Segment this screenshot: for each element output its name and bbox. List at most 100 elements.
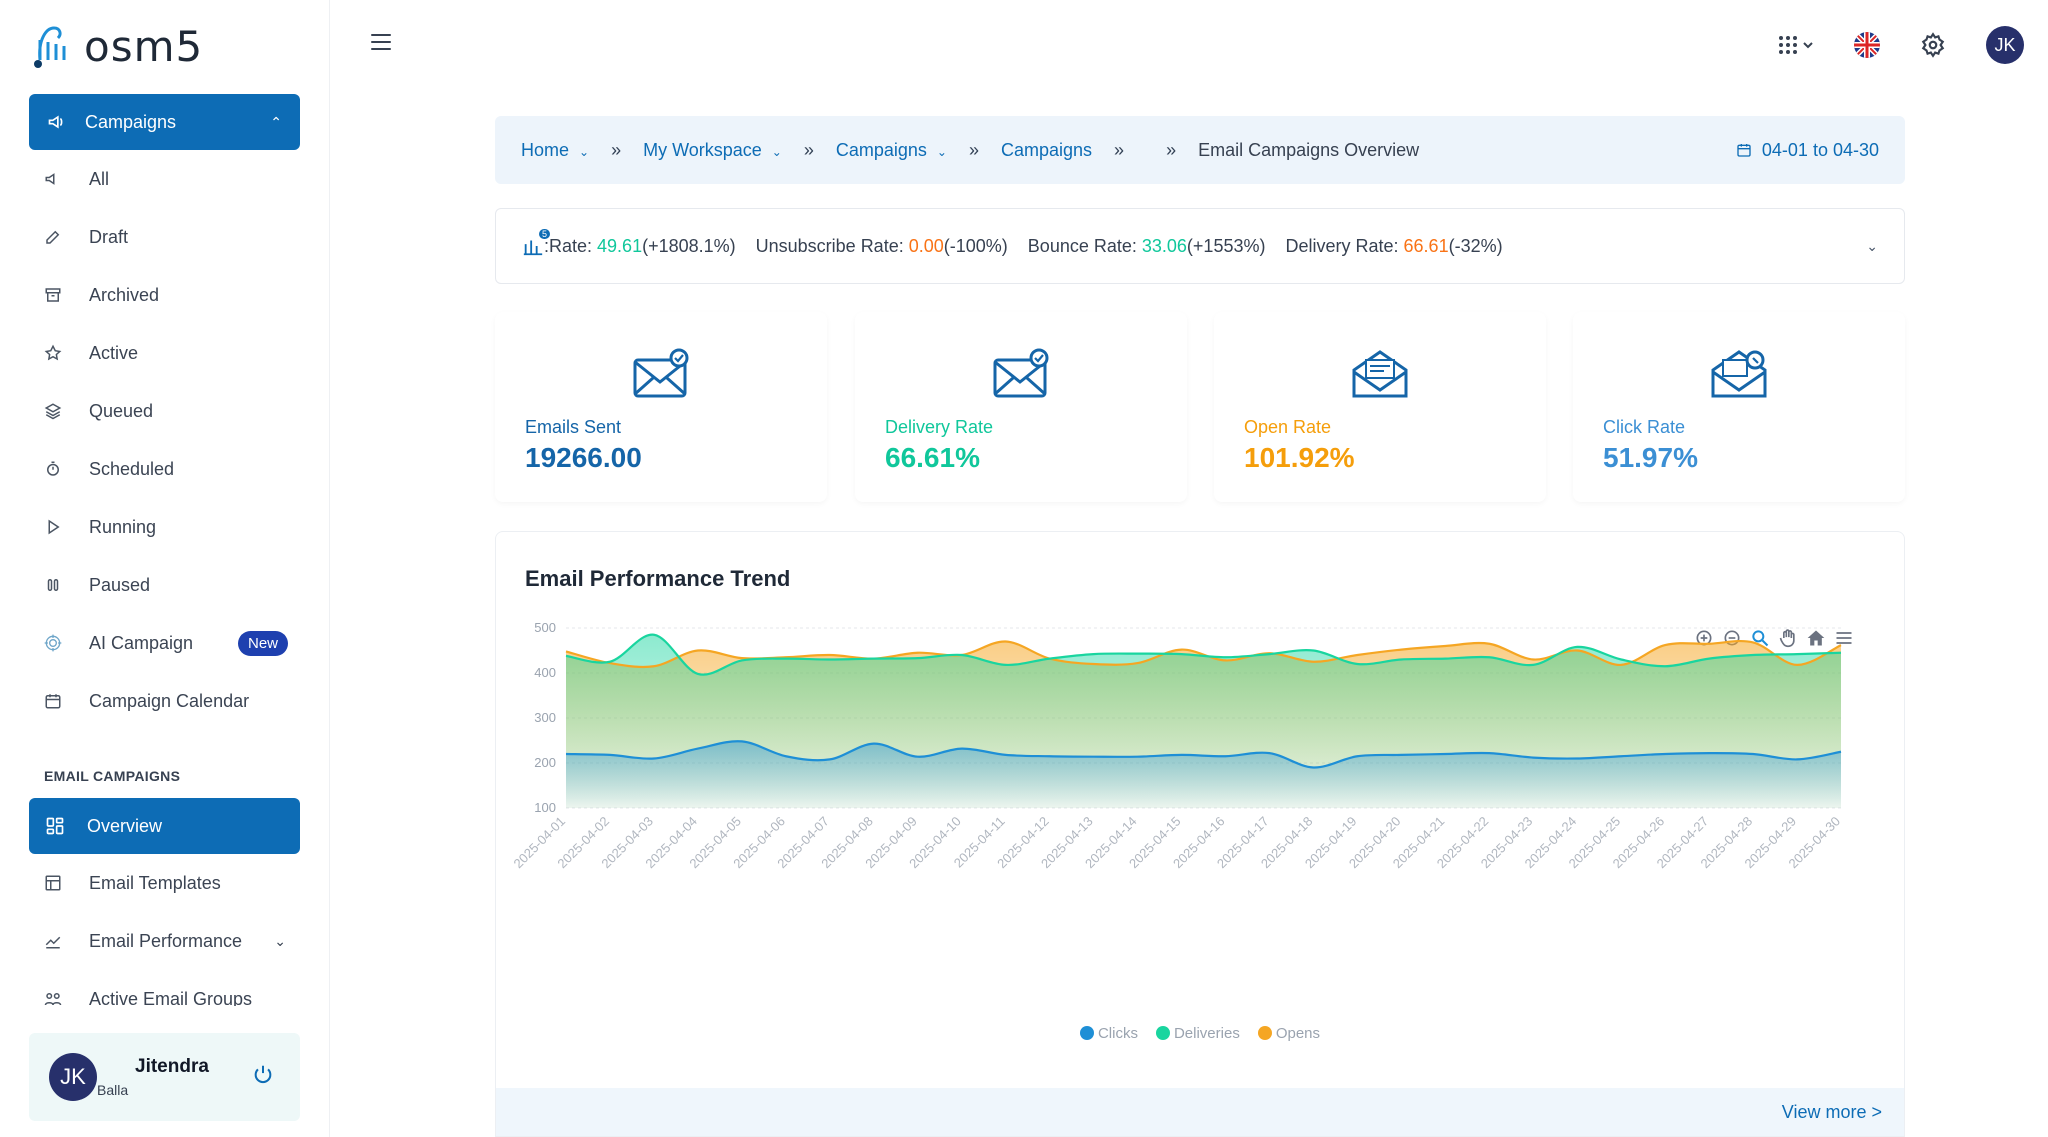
breadcrumb-current: Email Campaigns Overview: [1198, 139, 1420, 160]
user-avatar[interactable]: JK: [1986, 26, 2024, 64]
legend-swatch: [1155, 1026, 1170, 1040]
card-value: 19266.00: [525, 442, 642, 473]
chart-line-icon: [43, 931, 63, 951]
series-line-opens: [565, 639, 1842, 669]
sidebar-group-campaigns[interactable]: Campaigns ⌃: [29, 94, 300, 150]
sidebar-item-label: Running: [89, 516, 157, 537]
menu-icon[interactable]: [1834, 628, 1854, 653]
legend-item-deliveries[interactable]: Deliveries: [1155, 1025, 1240, 1042]
legend-item-opens[interactable]: Opens: [1257, 1025, 1320, 1042]
chevron-down-icon: ⌄: [579, 144, 590, 159]
sidebar-item-archived[interactable]: Archived: [29, 266, 300, 324]
click-rate-stat: :Rate: 49.61(+1808.1%): [544, 235, 736, 256]
mail-check-icon: [991, 346, 1051, 407]
uk-flag-icon[interactable]: [1854, 32, 1880, 58]
y-tick-label: 200: [534, 755, 556, 770]
pause-icon: [43, 575, 63, 595]
chart-toolbar: [1694, 628, 1854, 653]
sidebar-item-label: AI Campaign: [89, 632, 194, 653]
chart-legend: Clicks Deliveries Opens: [496, 1025, 1904, 1042]
breadcrumb-campaigns-menu[interactable]: Campaigns ⌄: [835, 139, 947, 160]
topbar-actions: JK: [1778, 26, 2024, 64]
stat-card-emails-sent[interactable]: Emails Sent 19266.00: [495, 312, 827, 502]
breadcrumb-separator: »: [1114, 139, 1125, 160]
sidebar-item-queued[interactable]: Queued: [29, 382, 300, 440]
series-line-deliveries: [565, 633, 1842, 676]
bounce-rate-stat: Bounce Rate: 33.06(+1553%): [1027, 235, 1266, 256]
sidebar-item-label: Scheduled: [89, 458, 175, 479]
sidebar-item-label: Active Email Groups: [89, 988, 253, 1007]
breadcrumb-separator: »: [611, 139, 622, 160]
performance-chart-card: Email Performance Trend 100 200 300 400 500 …: [495, 531, 1905, 1137]
calendar-icon: [1737, 144, 1751, 157]
y-tick-label: 100: [534, 800, 556, 815]
sidebar-item-active-email-groups[interactable]: Active Email Groups: [29, 970, 300, 1006]
breadcrumb-separator: »: [1166, 139, 1177, 160]
avatar[interactable]: JK: [49, 1053, 97, 1101]
user-card: JK Jitendra Balla: [29, 1033, 300, 1121]
sidebar-item-label: Overview: [87, 815, 163, 836]
card-label: Emails Sent: [525, 417, 622, 437]
y-tick-label: 300: [534, 710, 556, 725]
sidebar-item-scheduled[interactable]: Scheduled: [29, 440, 300, 498]
rates-badge: 5: [538, 229, 550, 239]
ai-icon: [43, 633, 63, 653]
home-reset-icon[interactable]: [1806, 628, 1826, 653]
sidebar-item-campaign-calendar[interactable]: Campaign Calendar: [29, 672, 300, 730]
breadcrumb-workspace[interactable]: My Workspace ⌄: [643, 139, 782, 160]
series-area-clicks: [566, 741, 1841, 808]
view-more-link[interactable]: View more >: [496, 1088, 1904, 1136]
mail-check-icon: [631, 346, 691, 407]
sidebar-item-paused[interactable]: Paused: [29, 556, 300, 614]
stat-card-open-rate[interactable]: Open Rate 101.92%: [1214, 312, 1546, 502]
stat-card-delivery-rate[interactable]: Delivery Rate 66.61%: [855, 312, 1187, 502]
date-range-picker[interactable]: 04-01 to 04-30: [1736, 140, 1879, 161]
sidebar-item-email-templates[interactable]: Email Templates: [29, 854, 300, 912]
sidebar-item-overview[interactable]: Overview: [29, 798, 300, 854]
search-zoom-icon[interactable]: [1750, 628, 1770, 653]
series-line-clicks: [565, 740, 1842, 769]
sidebar-item-draft[interactable]: Draft: [29, 208, 300, 266]
section-label: EMAIL CAMPAIGNS: [44, 768, 181, 784]
sidebar-nav: All Draft Archived Active Queued Schedul…: [29, 150, 300, 730]
chevron-up-icon: ⌃: [270, 113, 282, 130]
sidebar-item-email-performance[interactable]: Email Performance ⌄: [29, 912, 300, 970]
settings-gear-icon[interactable]: [1920, 32, 1946, 58]
stat-card-click-rate[interactable]: Click Rate 51.97%: [1573, 312, 1905, 502]
chart-title: Email Performance Trend: [525, 566, 791, 591]
pan-hand-icon[interactable]: [1778, 628, 1798, 653]
rates-summary[interactable]: 5 :Rate: 49.61(+1808.1%) Unsubscribe Rat…: [495, 208, 1905, 284]
unsubscribe-rate-stat: Unsubscribe Rate: 0.00(-100%): [755, 235, 1008, 256]
card-label: Delivery Rate: [885, 417, 994, 437]
y-tick-label: 500: [534, 620, 556, 635]
menu-toggle-icon[interactable]: [371, 34, 391, 50]
logo-text: osm5: [84, 21, 204, 71]
sidebar-item-ai-campaign[interactable]: AI Campaign New: [29, 614, 300, 672]
breadcrumb-home[interactable]: Home ⌄: [521, 139, 590, 160]
breadcrumb-campaigns[interactable]: Campaigns: [1001, 139, 1093, 160]
chart-bar-icon: 5: [522, 229, 550, 257]
sidebar-item-label: Campaign Calendar: [89, 690, 250, 711]
legend-item-clicks[interactable]: Clicks: [1079, 1025, 1138, 1042]
chevron-down-icon[interactable]: ⌄: [1866, 237, 1878, 254]
calendar-icon: [43, 691, 63, 711]
breadcrumb: Home ⌄ » My Workspace ⌄ » Campaigns ⌄ » Cam…: [495, 116, 1905, 184]
edit-icon: [43, 227, 63, 247]
grid-icon: [46, 817, 64, 835]
y-tick-label: 400: [534, 665, 556, 680]
apps-grid-icon[interactable]: [1778, 35, 1814, 55]
power-icon[interactable]: [252, 1063, 274, 1091]
card-value: 101.92%: [1244, 442, 1355, 473]
sidebar-item-active[interactable]: Active: [29, 324, 300, 382]
user-name: Jitendra: [135, 1056, 209, 1077]
legend-swatch: [1257, 1026, 1272, 1040]
chevron-down-icon: ⌄: [274, 932, 286, 949]
sidebar-item-label: Archived: [89, 284, 160, 305]
card-value: 66.61%: [885, 442, 980, 473]
logo[interactable]: osm5: [30, 18, 203, 74]
sidebar-item-running[interactable]: Running: [29, 498, 300, 556]
sidebar-group-label: Campaigns: [85, 111, 177, 132]
sidebar-item-all[interactable]: All: [29, 150, 300, 208]
